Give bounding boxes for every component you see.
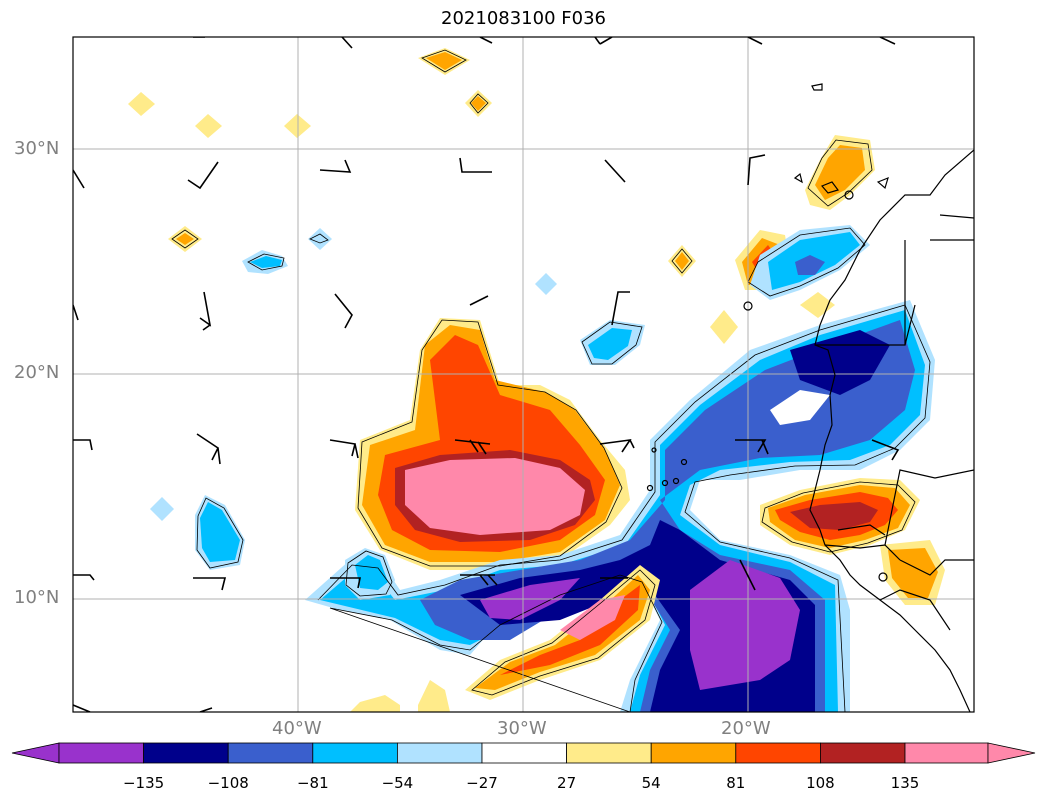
- colorbar-tick-label: 108: [806, 774, 835, 792]
- colorbar-bin-0: [58, 742, 144, 764]
- wind-barbs: [73, 37, 900, 712]
- colorbar-tick-label: 81: [726, 774, 746, 792]
- map-frame: [72, 36, 975, 713]
- colorbar: [11, 742, 1036, 764]
- negative-anomaly-navy-north: [790, 330, 890, 395]
- colorbar-bin-6: [566, 742, 652, 764]
- lat-label-10n: 10°N: [14, 587, 60, 608]
- lat-label-20n: 20°N: [14, 362, 60, 383]
- colorbar-bin-3: [312, 742, 398, 764]
- positive-anomaly-core: [405, 458, 585, 535]
- small-positive-4: [195, 114, 222, 138]
- lon-label-30w: 30°W: [497, 718, 547, 739]
- lat-label-30n: 30°N: [14, 138, 60, 159]
- small-negative-3: [535, 273, 557, 295]
- small-positive-8: [710, 310, 738, 344]
- colorbar-bin-5: [481, 742, 567, 764]
- colorbar-tick-label: −108: [207, 774, 249, 792]
- map-title: 2021083100 F036: [441, 8, 606, 29]
- small-positive-9: [800, 292, 835, 318]
- colorbar-tick-label: −135: [122, 774, 165, 792]
- colorbar-tick-label: −81: [296, 774, 329, 792]
- contour-lines: [171, 49, 931, 712]
- positive-bottom-2: [418, 680, 450, 712]
- colorbar-tick-label: 54: [641, 774, 661, 792]
- colorbar-extend-max: [987, 742, 1036, 764]
- colorbar-tick-label: −54: [381, 774, 414, 792]
- negative-anomaly-purple-south: [690, 560, 800, 690]
- colorbar-bin-9: [820, 742, 906, 764]
- colorbar-bin-1: [143, 742, 229, 764]
- colorbar-bin-10: [904, 742, 989, 764]
- colorbar-bin-4: [396, 742, 483, 764]
- coastlines: [646, 83, 974, 712]
- white-patch-north: [770, 390, 830, 425]
- lon-label-40w: 40°W: [272, 718, 322, 739]
- grid-lines: [73, 37, 974, 712]
- small-negative-2: [308, 228, 332, 250]
- lon-label-20w: 20°W: [721, 718, 771, 739]
- colorbar-bin-8: [735, 742, 821, 764]
- colorbar-tick-label: −27: [466, 774, 498, 792]
- positive-bottom-1: [350, 695, 400, 712]
- colorbar-bin-2: [227, 742, 314, 764]
- small-positive-3: [128, 92, 155, 116]
- colorbar-extend-min: [11, 742, 60, 764]
- colorbar-tick-label: 27: [557, 774, 577, 792]
- small-negative-5: [150, 497, 174, 521]
- filled-contour-layer: [128, 48, 945, 712]
- colorbar-tick-label: 135: [890, 774, 920, 792]
- colorbar-bin-7: [650, 742, 737, 764]
